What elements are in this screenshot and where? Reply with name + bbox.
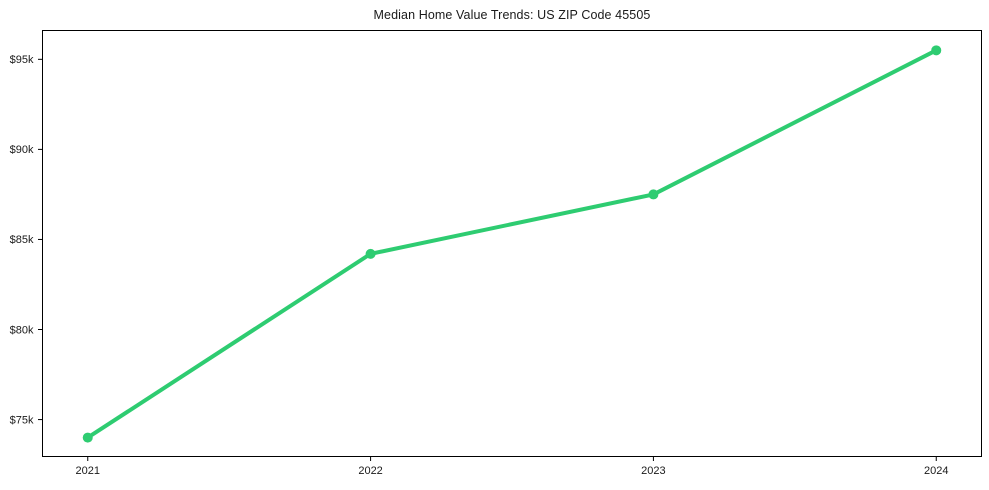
y-tick-label: $80k — [10, 324, 34, 336]
y-tick-label: $95k — [10, 54, 34, 66]
x-tick-label: 2022 — [358, 465, 382, 477]
y-tick-label: $85k — [10, 234, 34, 246]
data-point — [648, 189, 659, 200]
series-line — [85, 48, 939, 440]
data-point — [82, 432, 93, 443]
data-point — [931, 45, 942, 56]
plot-frame — [42, 30, 982, 457]
x-tick-label: 2021 — [76, 465, 100, 477]
y-tick-label: $75k — [10, 414, 34, 426]
x-tick-label: 2023 — [641, 465, 665, 477]
chart-title: Median Home Value Trends: US ZIP Code 45… — [373, 8, 651, 22]
x-tick-label: 2024 — [924, 465, 948, 477]
y-tick-label: $90k — [10, 144, 34, 156]
data-point — [365, 248, 376, 259]
